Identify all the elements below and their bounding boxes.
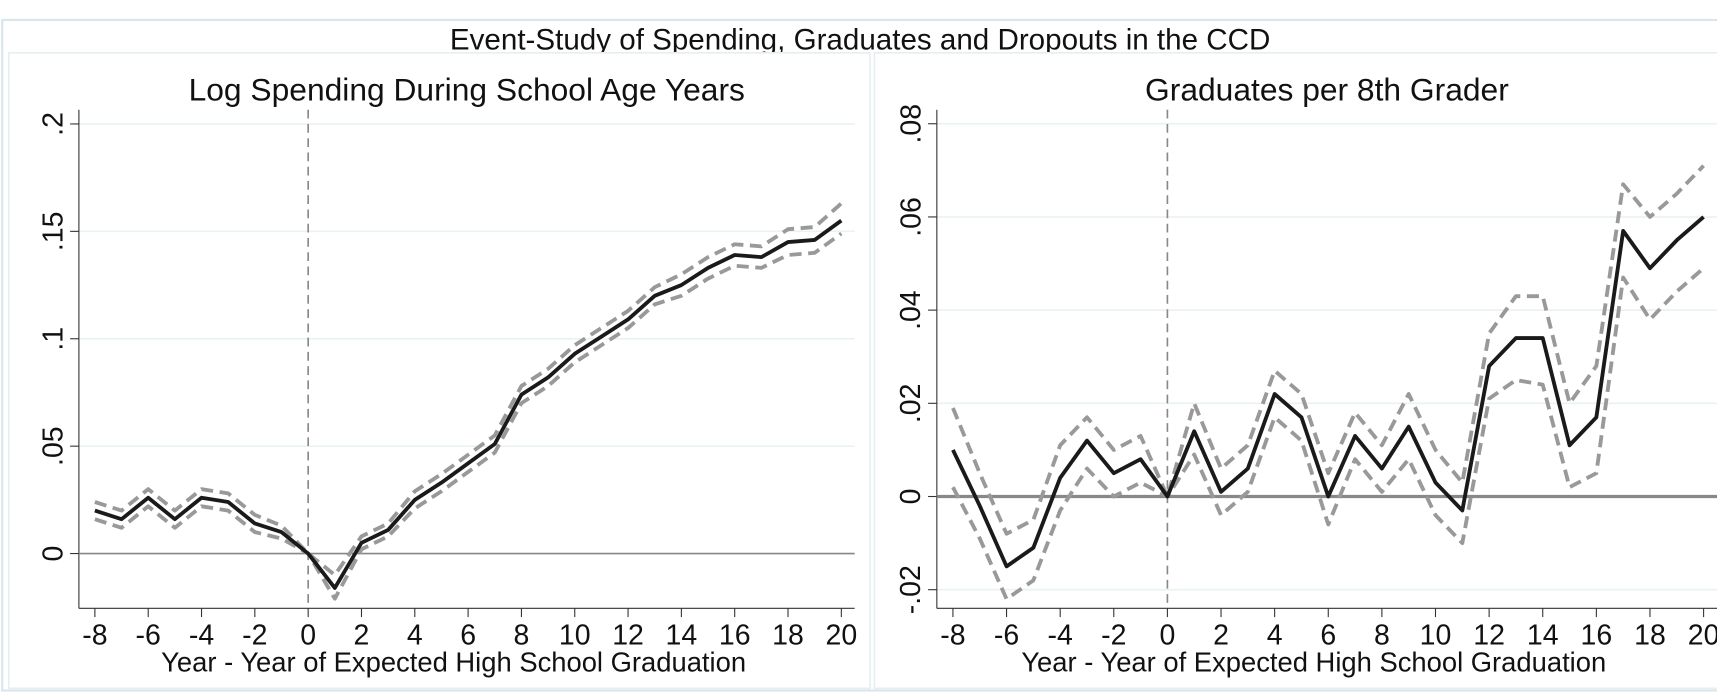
- y-tick-label: .2: [37, 112, 69, 136]
- x-tick-label: 0: [1159, 619, 1175, 651]
- x-tick-label: 4: [1267, 619, 1283, 651]
- panel-title: Graduates per 8th Grader: [1145, 72, 1509, 108]
- x-tick-label: 4: [407, 619, 423, 651]
- x-tick-label: 6: [1320, 619, 1336, 651]
- x-tick-label: 10: [1420, 619, 1452, 651]
- x-axis-title: Year - Year of Expected High School Grad…: [161, 646, 746, 677]
- x-tick-label: 16: [1581, 619, 1613, 651]
- x-tick-label: 6: [460, 619, 476, 651]
- y-tick-label: .02: [895, 384, 927, 424]
- y-tick-label: .05: [37, 426, 69, 466]
- ci-line: [94, 201, 843, 577]
- x-tick-label: 8: [1374, 619, 1390, 651]
- x-tick-label: -8: [82, 619, 107, 651]
- x-tick-label: -2: [242, 619, 267, 651]
- y-tick-label: .04: [895, 290, 927, 330]
- x-tick-label: -8: [940, 619, 965, 651]
- x-tick-label: 20: [1688, 619, 1717, 651]
- x-tick-label: 2: [1213, 619, 1229, 651]
- x-tick-label: -2: [1101, 619, 1126, 651]
- panel-frame: [873, 51, 1717, 690]
- x-tick-label: 10: [559, 619, 591, 651]
- x-tick-label: -6: [994, 619, 1019, 651]
- panel-title: Log Spending During School Age Years: [189, 72, 745, 108]
- x-tick-label: 18: [772, 619, 804, 651]
- ci-line: [94, 231, 843, 601]
- x-tick-label: 12: [1473, 619, 1505, 651]
- x-tick-label: -6: [136, 619, 161, 651]
- y-tick-label: .1: [37, 327, 69, 351]
- y-tick-label: 0: [895, 489, 927, 505]
- y-tick-label: 0: [37, 546, 69, 562]
- y-tick-label: -.02: [895, 565, 927, 614]
- x-tick-label: 18: [1634, 619, 1666, 651]
- x-tick-label: 14: [666, 619, 698, 651]
- panel-frame: [7, 51, 871, 690]
- x-tick-label: 20: [825, 619, 857, 651]
- x-tick-label: 14: [1527, 619, 1559, 651]
- x-tick-label: 8: [514, 619, 530, 651]
- x-tick-label: -4: [189, 619, 214, 651]
- y-tick-label: .06: [895, 197, 927, 237]
- estimate-line: [94, 219, 843, 590]
- ci-line: [951, 266, 1705, 601]
- x-axis-title: Year - Year of Expected High School Grad…: [1021, 646, 1606, 677]
- x-tick-label: 0: [300, 619, 316, 651]
- x-tick-label: 12: [612, 619, 644, 651]
- x-tick-label: 2: [354, 619, 370, 651]
- ci-line: [951, 164, 1705, 536]
- figure-title: Event-Study of Spending, Graduates and D…: [450, 24, 1270, 57]
- y-tick-label: .08: [895, 104, 927, 144]
- y-tick-label: .15: [37, 212, 69, 252]
- x-tick-label: -4: [1048, 619, 1073, 651]
- x-tick-label: 16: [719, 619, 751, 651]
- estimate-line: [951, 215, 1705, 569]
